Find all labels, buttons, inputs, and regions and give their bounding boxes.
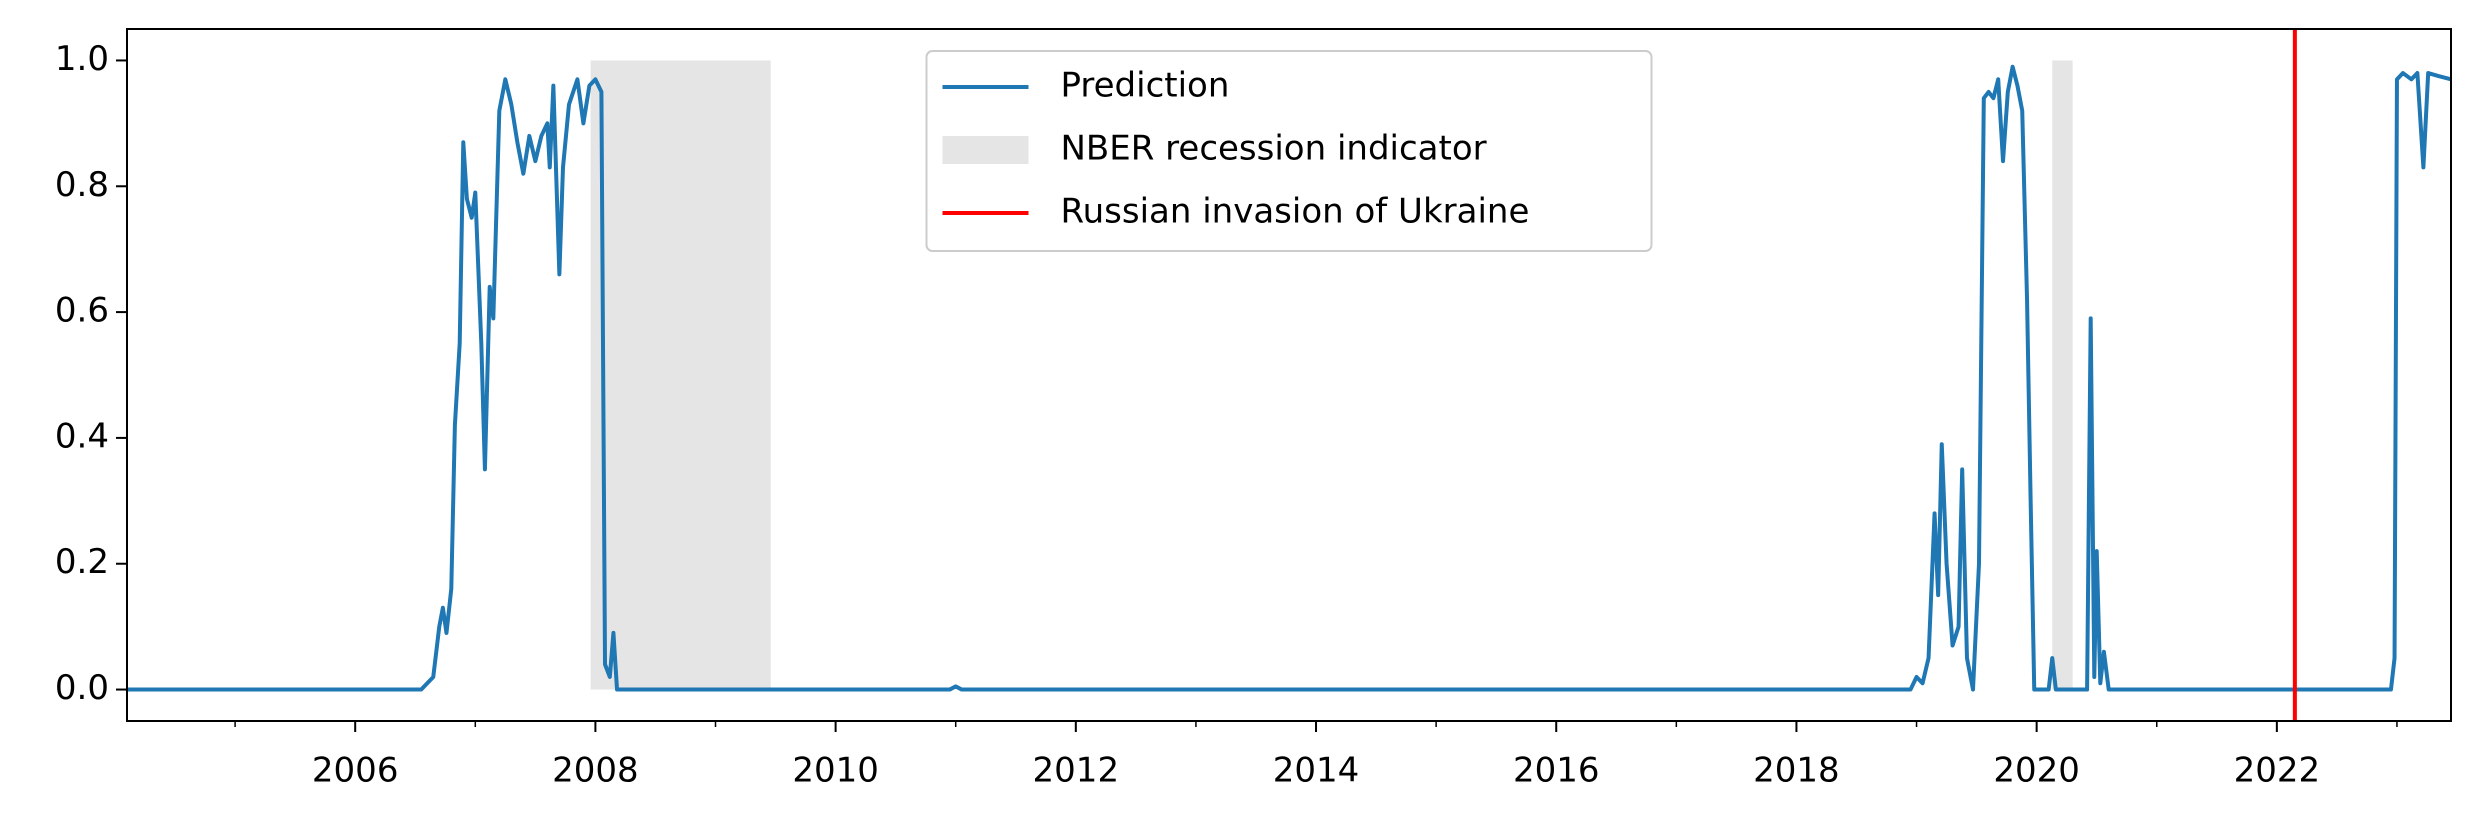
- x-tick-label: 2018: [1753, 751, 1840, 791]
- x-tick-label: 2012: [1033, 751, 1120, 791]
- recession-span: [590, 60, 771, 690]
- plot-frame: [126, 28, 2452, 722]
- x-tick-label: 2022: [2234, 751, 2321, 791]
- x-tick-label: 2020: [1993, 751, 2080, 791]
- prediction-line: [127, 64, 2452, 692]
- x-tick-label: 2016: [1513, 751, 1600, 791]
- y-tick-label: 0.4: [55, 416, 109, 456]
- legend-label: Russian invasion of Ukraine: [1061, 192, 1530, 232]
- y-tick-label: 0.8: [55, 165, 109, 205]
- legend-box: [925, 50, 1653, 252]
- legend-label: Prediction: [1061, 66, 1230, 106]
- recession-span: [2052, 60, 2073, 690]
- y-tick-label: 1.0: [55, 39, 109, 79]
- x-tick-label: 2008: [552, 751, 639, 791]
- x-tick-label: 2006: [312, 751, 399, 791]
- legend-label: NBER recession indicator: [1061, 129, 1487, 169]
- legend-handle: [942, 136, 1029, 164]
- y-tick-label: 0.0: [55, 668, 109, 708]
- x-tick-label: 2010: [792, 751, 879, 791]
- y-tick-label: 0.6: [55, 291, 109, 331]
- y-tick-label: 0.2: [55, 542, 109, 582]
- x-tick-label: 2014: [1273, 751, 1360, 791]
